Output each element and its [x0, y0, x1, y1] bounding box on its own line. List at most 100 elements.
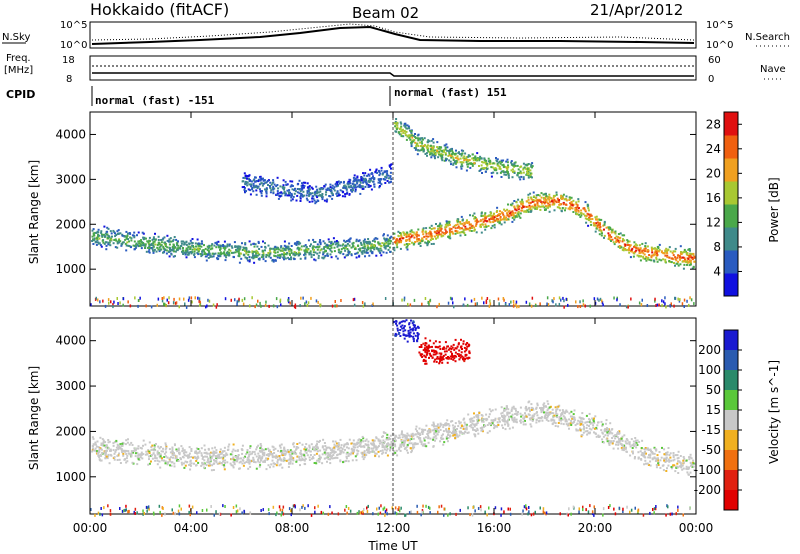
echo-point [354, 179, 357, 182]
echo-point [476, 219, 478, 222]
echo-point [373, 185, 376, 188]
echo-point [219, 255, 222, 258]
echo-point [308, 253, 311, 256]
echo-point [342, 253, 345, 256]
echo-point [416, 233, 419, 236]
echo-point [293, 192, 296, 195]
echo-point [628, 247, 631, 250]
echo-point [689, 249, 691, 252]
echo-point [388, 437, 391, 439]
echo-point [190, 450, 193, 452]
echo-point [611, 437, 614, 439]
echo-point [185, 247, 188, 250]
echo-point [276, 190, 279, 193]
echo-point [292, 195, 295, 198]
echo-point [176, 459, 178, 462]
echo-point [175, 242, 178, 245]
echo-point [118, 452, 120, 455]
echo-point [245, 247, 248, 250]
echo-point [163, 302, 165, 306]
echo-point [400, 122, 403, 125]
echo-point [579, 300, 581, 304]
echo-point [601, 299, 603, 303]
echo-point [215, 241, 218, 244]
echo-point [179, 457, 182, 460]
echo-point [329, 455, 331, 458]
echo-point [678, 461, 681, 464]
echo-point [498, 220, 501, 223]
echo-point [226, 245, 229, 248]
echo-point [160, 239, 163, 241]
echo-point [656, 458, 659, 460]
echo-point [504, 302, 507, 306]
echo-point [125, 230, 128, 233]
echo-point [525, 168, 528, 170]
echo-point [444, 152, 447, 155]
echo-point [412, 134, 415, 137]
echo-point [619, 246, 621, 249]
echo-point [459, 427, 462, 429]
echo-point [177, 247, 180, 250]
echo-point [379, 244, 382, 247]
echo-point [305, 443, 308, 446]
echo-point [354, 246, 357, 249]
echo-point [344, 241, 347, 243]
echo-point [549, 205, 551, 208]
echo-point [362, 440, 365, 443]
echo-point [294, 187, 296, 190]
echo-point [631, 247, 634, 250]
echo-point [417, 239, 420, 242]
echo-point [204, 455, 207, 458]
echo-point [672, 254, 675, 257]
echo-point [416, 442, 419, 445]
echo-point [196, 247, 199, 250]
echo-point [243, 172, 246, 175]
echo-point [506, 172, 509, 175]
echo-point [374, 240, 376, 243]
echo-point [326, 187, 329, 190]
echo-point [504, 423, 506, 426]
echo-point [456, 232, 459, 234]
echo-point [571, 417, 574, 420]
echo-point [673, 458, 676, 461]
echo-point [380, 166, 383, 169]
echo-point [459, 161, 462, 164]
echo-point [185, 305, 188, 309]
echo-point [685, 261, 688, 263]
echo-point [438, 147, 441, 150]
echo-point [452, 157, 455, 160]
echo-point [592, 419, 595, 422]
echo-point [168, 251, 170, 253]
echo-point [407, 135, 410, 138]
echo-point [395, 128, 398, 131]
echo-point [362, 177, 365, 180]
echo-point [101, 451, 104, 454]
echo-point [398, 436, 401, 439]
echo-point [337, 251, 340, 254]
echo-point [471, 157, 474, 160]
echo-point [335, 192, 338, 195]
echo-point [117, 232, 120, 235]
echo-point [318, 245, 321, 248]
echo-point [245, 248, 248, 251]
echo-point [365, 251, 368, 254]
echo-point [433, 235, 436, 238]
echo-point [439, 148, 442, 151]
echo-point [375, 436, 378, 439]
echo-point [291, 185, 294, 187]
echo-point [255, 303, 258, 307]
echo-point [457, 220, 460, 223]
echo-point [282, 247, 285, 250]
echo-point [283, 247, 286, 250]
echo-point [142, 238, 145, 241]
echo-point [182, 449, 185, 452]
echo-point [530, 304, 533, 308]
echo-point [293, 450, 296, 453]
echo-point [492, 217, 495, 220]
echo-point [313, 241, 316, 243]
echo-point [495, 424, 497, 427]
echo-point [92, 437, 95, 440]
echo-point [250, 243, 253, 246]
echo-point [295, 253, 298, 255]
echo-point [403, 443, 406, 446]
